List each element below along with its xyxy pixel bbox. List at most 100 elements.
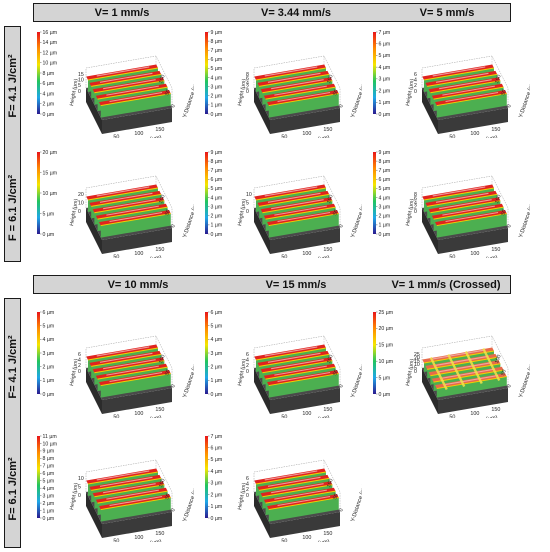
colorbar-tick-label: 6 µm [379,42,391,48]
x-tick-label: 50 [113,538,119,542]
z-axis-label: Height (µm) [405,198,416,226]
ridge-side [436,213,507,238]
surface-plot-svg: 6 µm5 µm4 µm3 µm2 µm1 µm0 µm50100150X-Di… [37,310,194,418]
y-tick-label: 100 [326,478,335,488]
colorbar [37,152,40,234]
y-tick-label: 50 [500,369,508,377]
y-tick-label: 50 [164,209,172,217]
z-tick-label: 15 [78,72,84,78]
surface-plot-svg: 6 µm5 µm4 µm3 µm2 µm1 µm0 µm50100150X-Di… [205,310,362,418]
ridge-edge [436,213,507,227]
x-tick-label: 50 [449,254,455,258]
z-tick-label: 2 [78,363,81,369]
colorbar-tick-label: 4 µm [379,195,391,201]
ridge-edge [97,86,168,100]
colorbar [205,32,208,114]
z-tick-label: 10 [246,192,252,198]
x-tick-label: 100 [134,535,143,541]
y-tick-label: 50 [164,89,172,97]
ridge-edge [268,497,339,511]
ridge-edge [255,347,327,361]
colorbar-tick-label: 4 µm [211,75,223,81]
ridge-side [100,497,171,522]
y-tick-label: 0 [170,104,177,109]
colorbar-tick-label: 0 µm [379,232,391,238]
ridge-edge [97,490,168,504]
ridge-edge [430,363,501,377]
crossed-ridge [429,356,448,391]
z-axis-label: Height (µm) [69,482,80,510]
colorbar-tick-label: 1 µm [379,100,391,106]
ridge-edge [259,477,330,491]
z-tick-label: 6 [414,72,417,78]
colorbar-tick-label: 5 µm [211,66,223,72]
ridge-edge [262,80,333,94]
ridge-edge [423,350,495,364]
x-tick-label: 150 [491,247,500,253]
z-tick-label: 2 [414,83,417,89]
colorbar-tick-label: 6 µm [211,310,223,316]
colorbar-tick-label: 4 µm [211,469,223,475]
colorbar-tick-label: 5 µm [379,53,391,59]
ridge-edge [262,200,333,214]
z-tick-label: 4 [246,80,249,86]
base-front-face [270,228,340,254]
z-tick-label: 25 [414,352,420,358]
y-tick-label: 50 [500,89,508,97]
ridge-edge [94,200,165,214]
z-tick-label: 0 [78,89,81,95]
z-tick-label: 20 [78,192,84,198]
colorbar [205,436,208,518]
x-tick-label: 50 [113,414,119,418]
row-label-fluence-2: F = 6.1 J/cm² [6,174,19,242]
colorbar-tick-label: 6 µm [43,81,55,87]
y-tick-label: 100 [158,478,167,488]
colorbar [37,436,40,518]
ridge-edge [259,73,330,87]
colorbar-tick-label: 11 µm [43,434,57,440]
row-label-fluence-1: F= 4.1 J/cm² [6,54,19,118]
ridge-edge [430,200,501,214]
ridge-side [100,93,171,118]
ridge-edge [91,193,162,207]
base-left-face [86,492,102,538]
colorbar-tick-label: 6 µm [211,446,223,452]
colorbar-tick-label: 6 µm [43,471,55,477]
z-tick-label: 4 [414,78,417,84]
colorbar [373,312,376,394]
z-tick-label: 6 [414,196,417,202]
colorbar-tick-label: 1 µm [211,103,223,109]
surface-plot-f61-v15: 7 µm 6 µm 5 µm 4 µm 3 µm 2 µm 1 µm 0 µm 50 100 150… [202,430,362,542]
y-tick-label: 50 [500,209,508,217]
surface-plot-f61-v10: 11 µm 10 µm 9 µm 8 µm 7 µm 6 µm 5 µm 4 µm 3 µm 2 … [34,430,194,542]
base-left-face [254,368,270,414]
colorbar-tick-label: 3 µm [211,351,223,357]
colorbar-tick-label: 3 µm [379,204,391,210]
colorbar-tick-label: 4 µm [211,195,223,201]
ridge-side [268,497,339,522]
colorbar [37,312,40,394]
colorbar-tick-label: 14 µm [43,40,58,46]
y-tick-label: 0 [170,508,177,513]
y-tick-label: 100 [494,74,503,84]
x-tick-label: 150 [491,407,500,413]
y-axis-label: Y-Distance (µm) [518,199,530,239]
y-axis-label: Y-Distance (µm) [350,359,362,399]
ridge-edge [427,356,498,370]
x-tick-label: 150 [323,247,332,253]
ridge-edge [433,369,504,383]
z-tick-label: 10 [414,362,420,368]
base-left-face [86,88,102,134]
x-tick-label: 150 [323,127,332,133]
colorbar-tick-label: 25 µm [379,310,394,316]
colorbar-tick-label: 2 µm [43,501,55,507]
z-tick-label: 0 [78,369,81,375]
row-label-box-bottom: F= 4.1 J/cm² F= 6.1 J/cm² [4,298,21,548]
ridge-side [436,93,507,118]
colorbar-tick-label: 9 µm [43,449,55,455]
base-left-face [86,208,102,254]
colorbar-tick-label: 3 µm [211,84,223,90]
surface-plot-f41-v344: 9 µm 8 µm 7 µm 6 µm 5 µm 4 µm 3 µm 2 µm 1 µm 0 µm… [202,26,362,138]
colorbar [373,152,376,234]
